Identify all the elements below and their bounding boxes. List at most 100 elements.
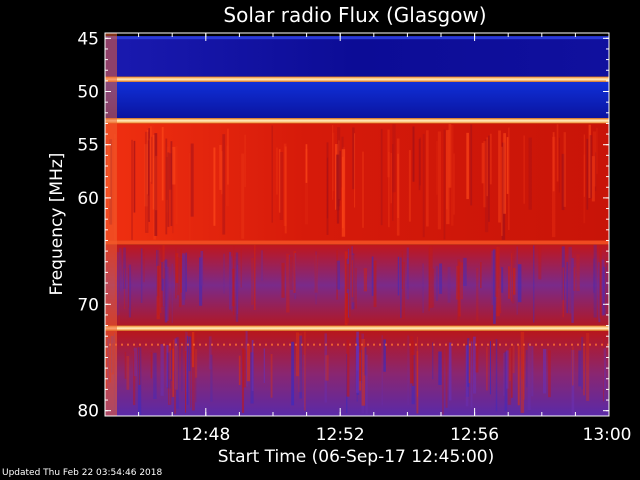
signal-streak: [165, 138, 168, 235]
signal-streak: [230, 256, 233, 312]
signal-streak: [352, 253, 355, 309]
signal-streak: [501, 267, 504, 293]
signal-streak: [416, 336, 418, 397]
interference-dot: [415, 343, 417, 346]
signal-streak: [439, 263, 443, 294]
signal-streak: [470, 124, 473, 206]
interference-dot: [349, 343, 351, 346]
signal-streak: [161, 127, 164, 201]
signal-streak: [169, 342, 171, 380]
signal-streak: [172, 348, 175, 398]
interference-dot: [259, 343, 261, 346]
signal-streak: [293, 251, 296, 293]
interference-dot: [325, 343, 327, 346]
signal-streak: [326, 142, 329, 235]
signal-streak: [562, 267, 564, 318]
signal-streak: [160, 344, 164, 396]
signal-streak: [190, 353, 192, 408]
signal-streak: [146, 129, 148, 195]
interference-dot: [181, 343, 183, 346]
signal-streak: [175, 345, 179, 390]
signal-streak: [324, 333, 327, 403]
signal-streak: [361, 151, 365, 228]
signal-streak: [591, 156, 595, 202]
signal-streak: [200, 250, 204, 286]
signal-streak: [304, 148, 309, 225]
signal-streak: [438, 351, 442, 385]
signal-streak: [146, 142, 148, 231]
signal-streak: [152, 134, 156, 210]
signal-streak: [489, 341, 492, 395]
signal-streak: [432, 268, 435, 308]
signal-streak: [251, 340, 254, 391]
signal-streak: [451, 124, 454, 226]
y-tick-label: 70: [77, 295, 99, 315]
signal-streak: [483, 141, 487, 208]
signal-streak: [167, 152, 170, 227]
y-tick-label: 80: [77, 402, 99, 422]
y-tick-label: 50: [77, 83, 99, 103]
signal-streak: [596, 127, 598, 174]
signal-streak: [353, 133, 356, 208]
signal-streak: [387, 151, 390, 228]
signal-streak: [191, 331, 195, 368]
signal-streak: [509, 347, 511, 382]
signal-streak: [381, 335, 383, 406]
signal-streak: [531, 346, 534, 397]
signal-streak: [246, 344, 251, 382]
signal-streak: [242, 349, 247, 388]
interference-dot: [523, 343, 525, 346]
signal-streak: [401, 251, 403, 290]
signal-streak: [503, 133, 507, 214]
signal-streak: [517, 264, 522, 303]
signal-streak: [463, 257, 467, 286]
signal-streak: [473, 336, 477, 394]
signal-streak: [538, 246, 542, 280]
signal-streak: [133, 140, 136, 213]
signal-streak: [185, 331, 188, 392]
signal-streak: [446, 130, 448, 210]
signal-streak: [435, 266, 439, 301]
interference-dot: [223, 343, 225, 346]
interference-dot: [295, 343, 297, 346]
signal-streak: [163, 260, 166, 307]
frequency-band-peak: [105, 76, 609, 82]
signal-streak: [499, 268, 502, 314]
signal-streak: [171, 263, 174, 324]
interference-dot: [463, 343, 465, 346]
signal-streak: [154, 133, 158, 236]
signal-streak: [171, 341, 173, 398]
signal-streak: [595, 152, 597, 192]
signal-streak: [365, 354, 368, 415]
interference-dot: [499, 343, 501, 346]
signal-streak: [508, 127, 510, 230]
signal-streak: [178, 257, 182, 308]
signal-streak: [563, 132, 566, 207]
signal-streak: [371, 256, 374, 296]
signal-streak: [453, 153, 455, 215]
signal-streak: [507, 266, 511, 299]
signal-streak: [390, 152, 392, 204]
signal-streak: [581, 336, 584, 390]
signal-streak: [601, 259, 605, 316]
interference-dot: [469, 343, 471, 346]
signal-streak: [455, 266, 458, 292]
signal-streak: [336, 154, 340, 224]
interference-dot: [247, 343, 249, 346]
interference-dot: [169, 343, 171, 346]
signal-streak: [238, 355, 241, 386]
signal-streak: [460, 262, 463, 300]
interference-dot: [607, 343, 609, 346]
updated-timestamp: Updated Thu Feb 22 03:54:46 2018: [2, 468, 163, 478]
interference-dot: [163, 343, 165, 346]
signal-streak: [158, 264, 160, 298]
signal-streak: [295, 332, 299, 377]
y-tick-label: 45: [77, 29, 99, 49]
signal-streak: [419, 137, 421, 186]
signal-streak: [501, 146, 503, 236]
signal-streak: [363, 268, 368, 292]
interference-dot: [127, 343, 129, 346]
top-edge-band: [105, 36, 609, 40]
signal-streak: [341, 156, 344, 229]
signal-streak: [169, 351, 171, 404]
